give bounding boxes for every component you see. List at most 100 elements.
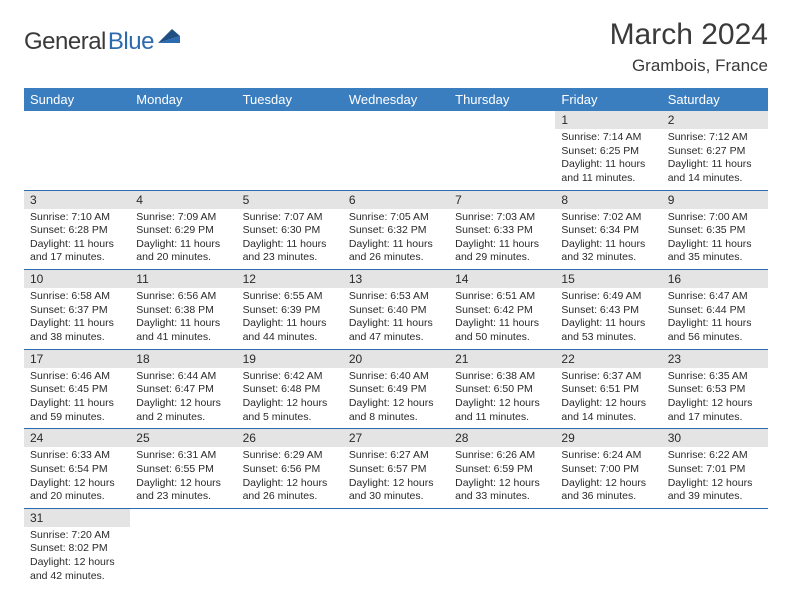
day-line: Sunset: 6:35 PM bbox=[668, 224, 762, 238]
calendar-day-cell: 15Sunrise: 6:49 AMSunset: 6:43 PMDayligh… bbox=[555, 270, 661, 350]
calendar-day-cell: 8Sunrise: 7:02 AMSunset: 6:34 PMDaylight… bbox=[555, 190, 661, 270]
day-line: and 2 minutes. bbox=[136, 411, 230, 425]
day-line: Sunset: 6:29 PM bbox=[136, 224, 230, 238]
day-number: 22 bbox=[555, 350, 661, 368]
day-line: and 20 minutes. bbox=[136, 251, 230, 265]
day-line: and 17 minutes. bbox=[30, 251, 124, 265]
day-line: Sunrise: 6:40 AM bbox=[349, 370, 443, 384]
calendar-day-cell: 9Sunrise: 7:00 AMSunset: 6:35 PMDaylight… bbox=[662, 190, 768, 270]
day-body: Sunrise: 7:03 AMSunset: 6:33 PMDaylight:… bbox=[449, 209, 555, 270]
day-number: 25 bbox=[130, 429, 236, 447]
day-line: Sunrise: 6:47 AM bbox=[668, 290, 762, 304]
day-body bbox=[24, 129, 130, 135]
day-line: Sunrise: 6:46 AM bbox=[30, 370, 124, 384]
day-line: and 11 minutes. bbox=[561, 172, 655, 186]
day-line: and 41 minutes. bbox=[136, 331, 230, 345]
day-line: and 26 minutes. bbox=[349, 251, 443, 265]
day-line: Sunset: 6:56 PM bbox=[243, 463, 337, 477]
day-line: Sunrise: 7:05 AM bbox=[349, 211, 443, 225]
day-line: Sunrise: 6:27 AM bbox=[349, 449, 443, 463]
day-body: Sunrise: 6:44 AMSunset: 6:47 PMDaylight:… bbox=[130, 368, 236, 429]
day-line: Sunset: 6:34 PM bbox=[561, 224, 655, 238]
day-line: Daylight: 12 hours bbox=[243, 477, 337, 491]
day-line: and 38 minutes. bbox=[30, 331, 124, 345]
calendar-day-cell: 5Sunrise: 7:07 AMSunset: 6:30 PMDaylight… bbox=[237, 190, 343, 270]
day-number bbox=[237, 111, 343, 129]
day-line: Sunset: 6:47 PM bbox=[136, 383, 230, 397]
day-body: Sunrise: 6:22 AMSunset: 7:01 PMDaylight:… bbox=[662, 447, 768, 508]
day-number: 29 bbox=[555, 429, 661, 447]
day-number bbox=[130, 111, 236, 129]
day-line: and 17 minutes. bbox=[668, 411, 762, 425]
calendar-day-cell: 30Sunrise: 6:22 AMSunset: 7:01 PMDayligh… bbox=[662, 429, 768, 509]
day-line: Sunrise: 6:37 AM bbox=[561, 370, 655, 384]
day-line: Sunset: 6:43 PM bbox=[561, 304, 655, 318]
day-body: Sunrise: 6:56 AMSunset: 6:38 PMDaylight:… bbox=[130, 288, 236, 349]
calendar-day-cell: 22Sunrise: 6:37 AMSunset: 6:51 PMDayligh… bbox=[555, 349, 661, 429]
day-line: Daylight: 11 hours bbox=[349, 238, 443, 252]
day-body: Sunrise: 6:47 AMSunset: 6:44 PMDaylight:… bbox=[662, 288, 768, 349]
day-body bbox=[662, 527, 768, 533]
day-line: Sunrise: 6:33 AM bbox=[30, 449, 124, 463]
day-number: 11 bbox=[130, 270, 236, 288]
calendar-day-cell bbox=[24, 111, 130, 190]
day-line: Sunset: 6:40 PM bbox=[349, 304, 443, 318]
calendar-day-cell: 12Sunrise: 6:55 AMSunset: 6:39 PMDayligh… bbox=[237, 270, 343, 350]
day-body: Sunrise: 6:49 AMSunset: 6:43 PMDaylight:… bbox=[555, 288, 661, 349]
day-number: 17 bbox=[24, 350, 130, 368]
day-line: and 26 minutes. bbox=[243, 490, 337, 504]
weekday-header: Monday bbox=[130, 88, 236, 111]
calendar-day-cell bbox=[449, 111, 555, 190]
day-body: Sunrise: 6:26 AMSunset: 6:59 PMDaylight:… bbox=[449, 447, 555, 508]
day-number: 2 bbox=[662, 111, 768, 129]
day-line: Daylight: 11 hours bbox=[30, 238, 124, 252]
day-body bbox=[449, 527, 555, 533]
day-line: and 35 minutes. bbox=[668, 251, 762, 265]
day-number: 16 bbox=[662, 270, 768, 288]
day-line: Daylight: 12 hours bbox=[136, 397, 230, 411]
day-body: Sunrise: 6:51 AMSunset: 6:42 PMDaylight:… bbox=[449, 288, 555, 349]
day-line: and 32 minutes. bbox=[561, 251, 655, 265]
weekday-header: Sunday bbox=[24, 88, 130, 111]
day-line: Daylight: 11 hours bbox=[455, 238, 549, 252]
day-line: and 14 minutes. bbox=[561, 411, 655, 425]
weekday-header: Saturday bbox=[662, 88, 768, 111]
day-line: Sunset: 6:57 PM bbox=[349, 463, 443, 477]
calendar-week-row: 17Sunrise: 6:46 AMSunset: 6:45 PMDayligh… bbox=[24, 349, 768, 429]
day-line: Sunrise: 7:03 AM bbox=[455, 211, 549, 225]
day-number: 26 bbox=[237, 429, 343, 447]
calendar-week-row: 3Sunrise: 7:10 AMSunset: 6:28 PMDaylight… bbox=[24, 190, 768, 270]
day-line: and 36 minutes. bbox=[561, 490, 655, 504]
weekday-header: Friday bbox=[555, 88, 661, 111]
day-line: Daylight: 11 hours bbox=[136, 238, 230, 252]
day-body: Sunrise: 6:53 AMSunset: 6:40 PMDaylight:… bbox=[343, 288, 449, 349]
day-line: Sunset: 6:48 PM bbox=[243, 383, 337, 397]
day-line: Daylight: 11 hours bbox=[561, 238, 655, 252]
day-line: Sunrise: 6:38 AM bbox=[455, 370, 549, 384]
title-month: March 2024 bbox=[610, 18, 768, 52]
day-body: Sunrise: 6:46 AMSunset: 6:45 PMDaylight:… bbox=[24, 368, 130, 429]
day-number: 3 bbox=[24, 191, 130, 209]
day-line: Daylight: 11 hours bbox=[668, 158, 762, 172]
day-line: Sunrise: 6:49 AM bbox=[561, 290, 655, 304]
logo-text-general: General bbox=[24, 28, 106, 56]
day-number: 20 bbox=[343, 350, 449, 368]
day-line: Sunset: 8:02 PM bbox=[30, 542, 124, 556]
day-body bbox=[343, 527, 449, 533]
calendar-day-cell bbox=[237, 508, 343, 587]
day-body: Sunrise: 6:29 AMSunset: 6:56 PMDaylight:… bbox=[237, 447, 343, 508]
calendar-day-cell: 31Sunrise: 7:20 AMSunset: 8:02 PMDayligh… bbox=[24, 508, 130, 587]
day-number: 31 bbox=[24, 509, 130, 527]
day-line: and 33 minutes. bbox=[455, 490, 549, 504]
day-line: and 44 minutes. bbox=[243, 331, 337, 345]
day-body: Sunrise: 6:27 AMSunset: 6:57 PMDaylight:… bbox=[343, 447, 449, 508]
day-number: 6 bbox=[343, 191, 449, 209]
day-line: Sunset: 6:28 PM bbox=[30, 224, 124, 238]
calendar-day-cell: 20Sunrise: 6:40 AMSunset: 6:49 PMDayligh… bbox=[343, 349, 449, 429]
day-body: Sunrise: 7:10 AMSunset: 6:28 PMDaylight:… bbox=[24, 209, 130, 270]
logo-flag-icon bbox=[158, 29, 180, 43]
day-line: Sunset: 6:30 PM bbox=[243, 224, 337, 238]
calendar-table: Sunday Monday Tuesday Wednesday Thursday… bbox=[24, 88, 768, 587]
day-body: Sunrise: 7:05 AMSunset: 6:32 PMDaylight:… bbox=[343, 209, 449, 270]
day-line: and 23 minutes. bbox=[136, 490, 230, 504]
